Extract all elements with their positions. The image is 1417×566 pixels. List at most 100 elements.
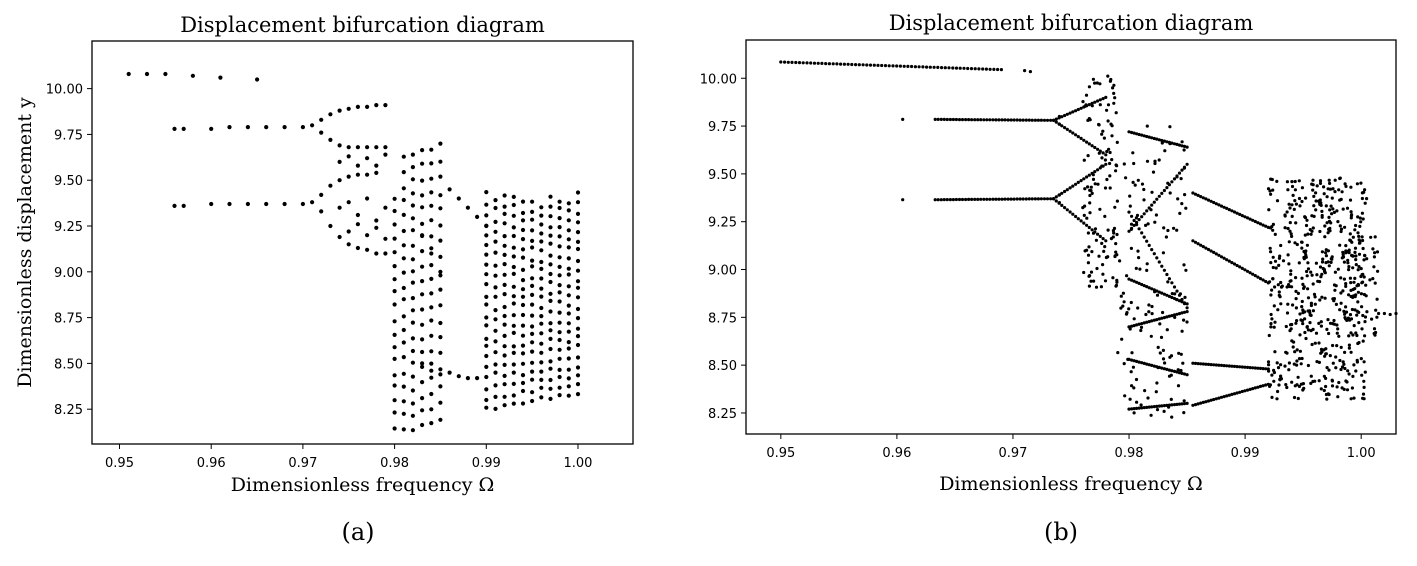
data-point (1371, 277, 1375, 281)
data-point (575, 342, 581, 348)
data-point (1296, 291, 1300, 295)
data-point (1095, 81, 1099, 85)
data-point (1176, 197, 1180, 201)
data-point (1363, 320, 1367, 324)
data-point (520, 218, 526, 223)
data-point (1243, 365, 1247, 369)
data-point (1131, 151, 1135, 155)
data-point (1104, 255, 1108, 260)
data-point (1273, 232, 1277, 236)
data-point (1319, 275, 1323, 279)
plot-frame (91, 40, 634, 445)
data-point (1100, 132, 1104, 136)
data-point (1261, 367, 1265, 371)
data-point (530, 199, 535, 204)
data-point (846, 62, 850, 66)
data-point (1112, 231, 1116, 235)
data-point (1106, 74, 1110, 78)
data-point (557, 244, 562, 249)
data-point (1015, 118, 1019, 122)
data-point (1353, 228, 1357, 232)
data-point (1347, 265, 1351, 269)
data-point (865, 63, 869, 67)
data-point (1219, 395, 1224, 399)
data-point (1309, 329, 1313, 333)
data-point (511, 225, 516, 230)
data-point (1160, 316, 1164, 320)
data-point (1331, 361, 1335, 365)
data-point (1132, 279, 1136, 283)
data-point (126, 71, 131, 77)
data-point (410, 296, 415, 301)
data-point (809, 61, 813, 65)
data-point (337, 205, 342, 210)
data-point (1364, 283, 1368, 287)
data-point (1292, 207, 1296, 211)
data-point (1362, 360, 1366, 364)
data-point (1140, 215, 1144, 219)
data-point (1132, 218, 1136, 223)
data-point (1230, 392, 1234, 396)
data-point (1024, 118, 1028, 122)
data-point (1168, 191, 1172, 195)
data-point (1270, 373, 1274, 377)
data-point (1318, 265, 1323, 269)
data-point (282, 125, 287, 130)
data-point (1354, 254, 1358, 258)
data-point (566, 293, 571, 298)
data-point (520, 247, 526, 252)
data-point (1334, 302, 1338, 306)
data-point (1297, 261, 1301, 265)
data-point (1359, 267, 1363, 271)
data-point (913, 65, 917, 69)
data-point (1157, 138, 1161, 142)
data-point (1358, 224, 1362, 228)
data-point (438, 287, 443, 292)
data-point (493, 285, 498, 290)
data-point (1315, 273, 1319, 277)
data-point (1096, 147, 1100, 151)
data-point (1165, 272, 1169, 277)
data-point (831, 62, 835, 66)
data-point (1209, 199, 1213, 203)
data-point (1286, 253, 1290, 257)
data-point (1114, 284, 1118, 288)
data-point (548, 271, 553, 277)
data-point (1193, 192, 1198, 196)
data-point (1243, 215, 1247, 219)
data-point (1311, 309, 1315, 313)
data-point (1289, 232, 1293, 236)
data-point (1324, 251, 1328, 255)
data-point (1338, 176, 1342, 181)
data-point (1105, 177, 1109, 182)
data-point (1271, 228, 1275, 232)
data-point (1302, 386, 1306, 390)
data-point (365, 145, 370, 150)
data-point (992, 67, 996, 71)
data-point (1049, 118, 1053, 122)
data-point (447, 370, 452, 375)
data-point (1100, 241, 1104, 245)
data-point (1271, 222, 1275, 226)
data-point (1291, 345, 1295, 349)
data-point (410, 413, 415, 418)
data-point (1281, 259, 1286, 263)
data-point (1089, 279, 1093, 283)
data-point (1346, 261, 1350, 265)
data-point (1362, 292, 1366, 297)
data-point (502, 234, 507, 239)
y-tick-label: 8.25 (54, 403, 83, 418)
data-point (1365, 310, 1369, 314)
data-point (429, 176, 434, 181)
data-point (1155, 381, 1159, 385)
data-point (530, 377, 535, 382)
data-point (429, 421, 434, 426)
data-point (1292, 395, 1297, 400)
data-point (1155, 137, 1159, 141)
data-point (530, 217, 535, 222)
data-point (1115, 280, 1119, 284)
data-point (1182, 399, 1186, 403)
data-point (410, 308, 415, 313)
data-point (1278, 254, 1282, 258)
data-point (1269, 261, 1273, 265)
